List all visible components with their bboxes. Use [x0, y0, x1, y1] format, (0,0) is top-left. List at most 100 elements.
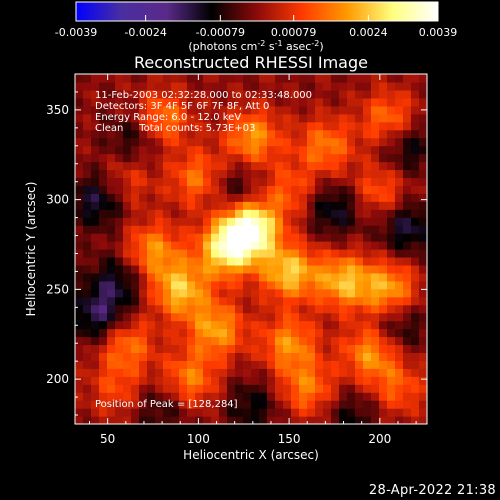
heatmap-cell — [395, 145, 404, 155]
heatmap-cell — [171, 193, 180, 202]
heatmap-cell — [75, 81, 84, 91]
heatmap-cell — [171, 185, 180, 194]
heatmap-cell — [355, 177, 364, 186]
heatmap-cell — [179, 376, 188, 385]
heatmap-cell — [131, 249, 140, 258]
heatmap-cell — [211, 416, 220, 424]
heatmap-cell — [211, 113, 220, 123]
heatmap-cell — [339, 193, 348, 202]
heatmap-cell — [267, 129, 276, 139]
heatmap-cell — [107, 352, 116, 361]
heatmap-cell — [99, 288, 108, 298]
heatmap-cell — [243, 408, 252, 417]
heatmap-cell — [395, 97, 404, 107]
heatmap-cell — [419, 336, 427, 346]
heatmap-cell — [387, 193, 396, 202]
heatmap-cell — [107, 81, 116, 91]
heatmap-cell — [75, 392, 84, 401]
heatmap-cell — [355, 81, 364, 91]
heatmap-cell — [363, 336, 372, 346]
heatmap-cell — [411, 304, 420, 314]
heatmap-cell — [171, 376, 180, 385]
heatmap-cell — [243, 145, 252, 155]
heatmap-cell — [403, 368, 412, 377]
heatmap-cell — [267, 280, 276, 290]
heatmap-cell — [403, 312, 412, 322]
heatmap-cell — [315, 105, 324, 115]
heatmap-cell — [139, 217, 148, 226]
heatmap-cell — [275, 344, 284, 354]
heatmap-cell — [211, 288, 220, 298]
heatmap-cell — [251, 177, 260, 186]
heatmap-cell — [99, 344, 108, 354]
heatmap-cell — [331, 288, 340, 298]
heatmap-cell — [371, 241, 380, 250]
heatmap-cell — [355, 264, 364, 274]
heatmap-cell — [291, 153, 300, 163]
heatmap-cell — [179, 368, 188, 377]
heatmap-cell — [123, 153, 132, 163]
heatmap-cell — [107, 320, 116, 330]
heatmap-cell — [379, 256, 388, 266]
heatmap-cell — [371, 368, 380, 377]
heatmap-cell — [307, 217, 316, 226]
heatmap-cell — [219, 408, 228, 417]
heatmap-cell — [315, 352, 324, 361]
heatmap-cell — [211, 344, 220, 354]
heatmap-cell — [91, 352, 100, 361]
heatmap-cell — [179, 264, 188, 274]
heatmap-cell — [131, 408, 140, 417]
heatmap-cell — [307, 129, 316, 139]
heatmap-cell — [83, 97, 92, 107]
heatmap-cell — [251, 344, 260, 354]
heatmap-cell — [411, 296, 420, 306]
heatmap-cell — [83, 304, 92, 314]
heatmap-cell — [307, 233, 316, 242]
heatmap-cell — [163, 328, 172, 338]
heatmap-cell — [219, 145, 228, 155]
heatmap-cell — [155, 320, 164, 330]
heatmap-cell — [379, 408, 388, 417]
x-axis-ticks: 50 100 150 200 — [89, 74, 417, 446]
heatmap-cell — [339, 304, 348, 314]
heatmap-cell — [243, 121, 252, 131]
heatmap-cell — [83, 272, 92, 282]
heatmap-cell — [107, 201, 116, 210]
heatmap-cell — [243, 400, 252, 409]
heatmap-cell — [291, 320, 300, 330]
heatmap-cell — [147, 185, 156, 194]
heatmap-cell — [331, 233, 340, 242]
heatmap-cell — [379, 336, 388, 346]
heatmap-cell — [411, 137, 420, 147]
heatmap-cell — [251, 161, 260, 171]
heatmap-cell — [131, 145, 140, 155]
heatmap-cell — [347, 336, 356, 346]
heatmap-cell — [131, 233, 140, 242]
heatmap-cell — [107, 280, 116, 290]
heatmap-cell — [203, 320, 212, 330]
heatmap-cell — [187, 336, 196, 346]
heatmap-cell — [91, 113, 100, 123]
heatmap-cell — [355, 241, 364, 250]
heatmap-cell — [115, 129, 124, 139]
heatmap-cell — [411, 129, 420, 139]
heatmap-cell — [323, 137, 332, 147]
heatmap-cell — [299, 233, 308, 242]
heatmap-cell — [403, 217, 412, 226]
heatmap-cell — [155, 400, 164, 409]
heatmap-cell — [371, 352, 380, 361]
heatmap-cell — [339, 161, 348, 171]
heatmap-cell — [139, 225, 148, 234]
heatmap-cell — [315, 209, 324, 218]
heatmap-cell — [363, 376, 372, 385]
heatmap-cell — [179, 233, 188, 242]
heatmap-cell — [387, 256, 396, 266]
heatmap-cell — [107, 272, 116, 282]
heatmap-cell — [243, 320, 252, 330]
heatmap-cell — [339, 296, 348, 306]
heatmap-cell — [283, 416, 292, 424]
heatmap-cell — [211, 97, 220, 107]
heatmap-cell — [123, 81, 132, 91]
heatmap-cell — [147, 153, 156, 163]
heatmap-cell — [411, 360, 420, 369]
